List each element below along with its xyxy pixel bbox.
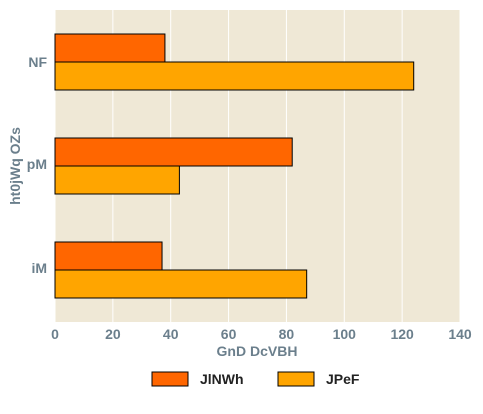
x-tick-label: 0 — [51, 326, 59, 342]
y-tick-label-nf: NF — [28, 54, 47, 70]
bar-im-series-1 — [54, 241, 163, 271]
x-tick-label: 20 — [105, 326, 121, 342]
x-tick-label: 100 — [333, 326, 357, 342]
y-axis-title: ht0jWq OZs — [7, 127, 23, 205]
legend-label-1: JlNWh — [200, 371, 244, 387]
y-tick-label-im: iM — [31, 260, 47, 276]
legend-swatch-2 — [277, 371, 315, 387]
x-ticks: 0 20 40 60 80 100 120 140 — [51, 326, 472, 342]
x-tick-label: 120 — [390, 326, 414, 342]
x-tick-label: 140 — [448, 326, 472, 342]
legend-label-2: JPeF — [326, 371, 360, 387]
bar-nf-series-1 — [54, 33, 166, 63]
bars — [54, 33, 415, 299]
y-tick-label-pm: pM — [27, 156, 47, 172]
bar-pm-series-2 — [54, 165, 180, 195]
y-ticks: NF pM iM — [27, 54, 48, 276]
x-tick-label: 60 — [221, 326, 237, 342]
bar-pm-series-1 — [54, 137, 293, 167]
x-tick-label: 80 — [279, 326, 295, 342]
bar-im-series-2 — [54, 269, 308, 299]
legend-swatch-1 — [151, 371, 189, 387]
legend: JlNWh JPeF — [151, 371, 360, 387]
bar-nf-series-2 — [54, 61, 415, 91]
x-tick-label: 40 — [163, 326, 179, 342]
x-axis-title: GnD DcVBH — [217, 343, 298, 359]
